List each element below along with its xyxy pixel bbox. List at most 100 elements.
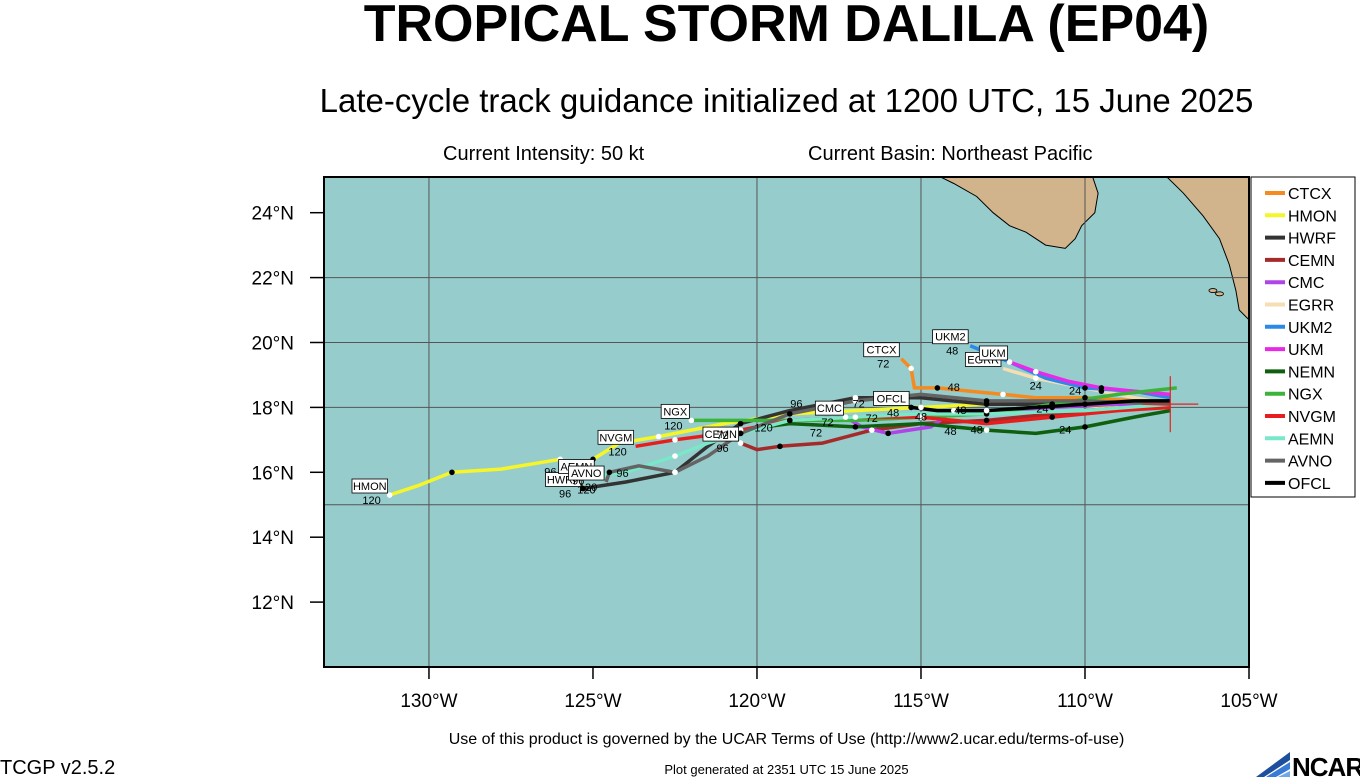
end-label-text: CTCX <box>867 345 898 357</box>
plot-frame <box>323 176 1250 668</box>
forecast-hour-label: 96 <box>790 398 802 410</box>
page-subtitle: Late-cycle track guidance initialized at… <box>319 82 1254 119</box>
track-point <box>1082 424 1088 430</box>
forecast-hour-label: 48 <box>915 411 927 423</box>
island <box>1215 291 1224 297</box>
legend-label: NEMN <box>1288 364 1335 381</box>
forecast-hour-label: 48 <box>944 426 956 438</box>
track-point <box>737 420 744 427</box>
track-point <box>580 485 586 492</box>
track-point <box>737 440 744 446</box>
ncar-logo-icon <box>1256 752 1290 777</box>
track-point <box>688 417 695 424</box>
track-point <box>449 469 455 476</box>
track-point <box>983 398 990 404</box>
end-label-text: CEMN <box>705 429 737 441</box>
end-label-text: CMC <box>817 403 842 415</box>
end-hour-label: 120 <box>664 420 682 432</box>
forecast-hour-label: 24 <box>1030 381 1042 393</box>
track-point <box>918 404 924 411</box>
current-basin: Current Basin: Northeast Pacific <box>808 143 1093 165</box>
end-hour-label: 120 <box>608 446 626 458</box>
track-point <box>1000 391 1006 398</box>
lon-tick-label: 110°W <box>1057 691 1113 712</box>
track-point <box>842 414 849 420</box>
track-point <box>737 430 744 437</box>
track-point <box>1049 401 1055 407</box>
end-label-text: UKM2 <box>935 332 966 344</box>
legend-label: CTCX <box>1288 186 1332 203</box>
end-hour-label: 72 <box>877 359 889 371</box>
legend-label: UKM <box>1288 342 1324 359</box>
baja-land <box>939 177 1099 249</box>
track-point <box>1082 385 1088 391</box>
track-point <box>983 427 990 433</box>
forecast-hour-label: 120 <box>754 423 772 435</box>
island <box>1208 288 1218 293</box>
forecast-hour-label: 72 <box>853 398 865 410</box>
track-point <box>852 424 859 430</box>
track-point <box>655 433 662 440</box>
lon-tick-label: 120°W <box>728 691 785 712</box>
forecast-hour-label: 96 <box>616 468 628 480</box>
track-point <box>1032 375 1039 381</box>
track-point <box>786 417 793 424</box>
end-label-box <box>932 329 969 345</box>
lat-tick-label: 16°N <box>252 463 294 484</box>
legend-label: HWRF <box>1288 231 1336 248</box>
track-point <box>908 404 914 411</box>
legend-label: NGX <box>1288 387 1323 404</box>
end-label-text: AVNO <box>571 468 602 480</box>
track-point <box>852 414 859 420</box>
forecast-hour-label: 48 <box>971 424 983 436</box>
end-hour-label: 72 <box>716 430 728 442</box>
end-hour-label: 96 <box>559 489 571 501</box>
legend: CTCX HMON HWRF CEMN CMC EGRR UKM2 UKM NEMN NGX NVG… <box>1250 176 1356 498</box>
legend-label: EGRR <box>1288 298 1334 315</box>
end-hour-label: 72 <box>821 417 833 429</box>
end-label-text: HMON <box>353 481 387 493</box>
forecast-hour-label: 24 <box>1059 424 1071 436</box>
forecast-hour-label: 24 <box>1036 403 1048 415</box>
legend-label: HMON <box>1288 208 1337 225</box>
end-label-box <box>597 429 635 445</box>
end-label-text: NGX <box>663 406 688 418</box>
legend-label: CMC <box>1288 275 1324 292</box>
track-point <box>672 453 678 459</box>
track-point <box>672 437 678 443</box>
end-label-box <box>978 345 1008 361</box>
end-label-box <box>873 390 910 406</box>
forecast-hour-label: 48 <box>948 382 960 394</box>
end-label-text: OFCL <box>877 393 906 405</box>
lat-tick-label: 14°N <box>252 528 294 549</box>
terms-of-use: Use of this product is governed by the U… <box>448 731 1125 748</box>
lat-tick-label: 22°N <box>252 269 294 290</box>
current-intensity: Current Intensity: 50 kt <box>443 143 645 165</box>
end-label-box <box>702 426 739 442</box>
end-hour-label: 96 <box>716 443 728 455</box>
track-point <box>786 411 793 417</box>
end-label-box <box>660 403 690 419</box>
legend-label: UKM2 <box>1288 320 1333 337</box>
track-hwrf <box>582 395 1171 491</box>
track-point <box>1049 414 1055 420</box>
track-point <box>983 407 990 414</box>
page-title: TROPICAL STORM DALILA (EP04) <box>363 0 1210 53</box>
forecast-hour-label: 72 <box>866 413 878 425</box>
forecast-hour-label: 72 <box>810 428 822 440</box>
ncar-logo-text: NCAR <box>1292 752 1360 782</box>
track-point <box>672 469 678 476</box>
end-hour-label: 48 <box>887 407 899 419</box>
lat-tick-label: 24°N <box>252 204 294 225</box>
lon-tick-label: 125°W <box>564 691 621 712</box>
end-hour-label: 120 <box>362 495 380 507</box>
lat-tick-label: 20°N <box>252 333 294 354</box>
end-hour-label: 48 <box>946 346 958 358</box>
track-point <box>885 430 891 437</box>
track-point <box>934 385 941 391</box>
end-label-box <box>568 465 605 481</box>
legend-box <box>1250 176 1356 498</box>
end-label-box <box>863 342 900 358</box>
lon-tick-label: 130°W <box>400 691 457 712</box>
